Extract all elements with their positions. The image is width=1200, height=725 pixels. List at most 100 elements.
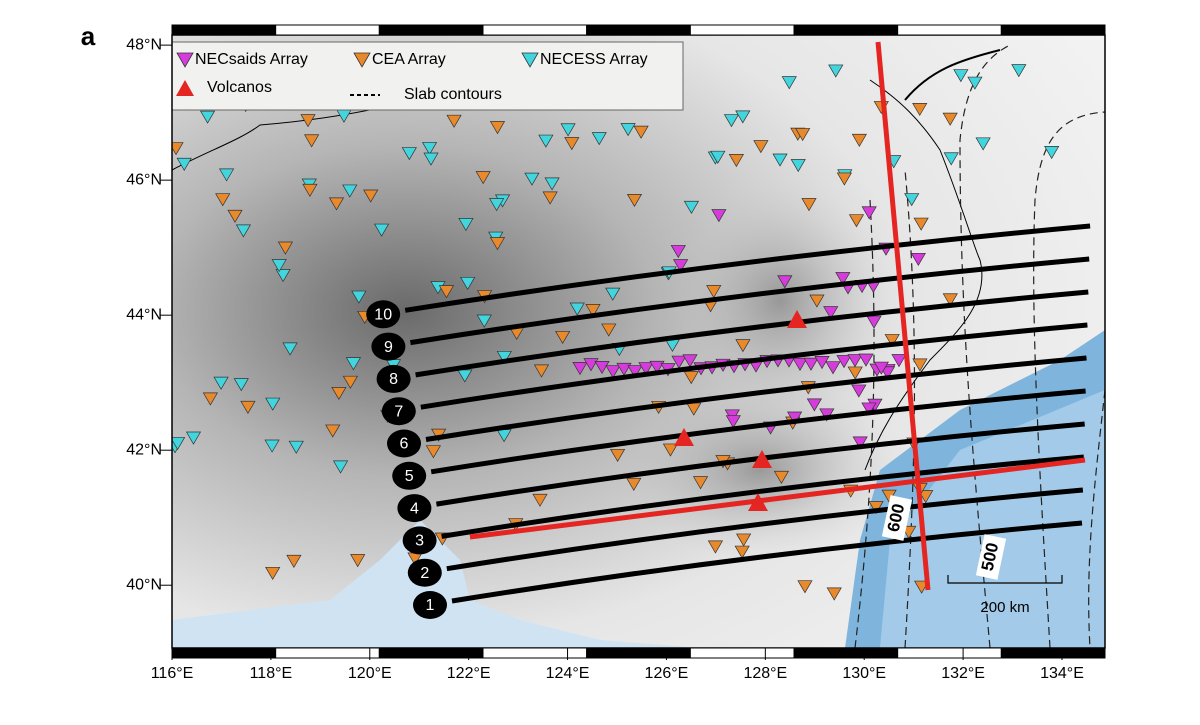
- station: [302, 183, 318, 197]
- station: [496, 350, 512, 365]
- station: [904, 193, 920, 207]
- station: [328, 197, 345, 211]
- station: [620, 123, 636, 137]
- station: [423, 152, 439, 166]
- station: [176, 157, 192, 171]
- station: [438, 285, 455, 299]
- station: [421, 142, 438, 156]
- contour-label-box: [881, 495, 913, 541]
- legend-marker: [521, 52, 539, 68]
- station: [460, 276, 476, 290]
- station: [884, 334, 900, 348]
- station: [912, 103, 928, 117]
- station: [560, 123, 576, 137]
- station: [213, 376, 229, 390]
- station: [304, 134, 320, 148]
- station: [633, 125, 649, 139]
- station: [351, 290, 367, 304]
- axes: 116°E 118°E 120°E 122°E 124°E 126°E 128°E 130°E…: [126, 24, 1106, 682]
- river: [904, 49, 1001, 101]
- station: [627, 365, 643, 379]
- station: [215, 193, 231, 207]
- station: [728, 154, 744, 168]
- station: [942, 293, 958, 307]
- station: [277, 241, 294, 255]
- station: [532, 493, 548, 507]
- profile-line: [404, 223, 1091, 313]
- station: [792, 357, 808, 371]
- station: [591, 132, 607, 146]
- frame-bar: [1000, 647, 1106, 659]
- profile-line: [436, 421, 1085, 507]
- station: [446, 114, 462, 128]
- station: [425, 445, 442, 459]
- station: [825, 361, 841, 375]
- station: [564, 137, 580, 151]
- y-tick-label: 44°N: [126, 306, 162, 323]
- x-tick-label: 120°E: [348, 665, 392, 682]
- station: [670, 245, 686, 259]
- station: [735, 339, 751, 353]
- profile-label: 6: [400, 436, 409, 453]
- station: [790, 159, 806, 173]
- station: [975, 137, 991, 151]
- scale-bar: [947, 575, 1063, 584]
- station: [264, 439, 280, 453]
- station: [711, 209, 727, 223]
- station: [345, 357, 362, 371]
- station: [626, 194, 643, 208]
- profile-label: 1: [426, 597, 435, 614]
- frame-bar: [897, 24, 1002, 36]
- profile-badge: [402, 526, 437, 555]
- station: [735, 110, 751, 124]
- station: [868, 501, 884, 515]
- station: [861, 206, 877, 220]
- volcanoes: [674, 310, 807, 511]
- legend-marker: [176, 52, 194, 68]
- profile-badge: [413, 591, 447, 619]
- station: [227, 209, 243, 223]
- frame-bar: [171, 647, 277, 659]
- station: [488, 198, 505, 212]
- red-profile: [469, 457, 1086, 540]
- station: [809, 294, 825, 308]
- station: [533, 364, 550, 378]
- station: [918, 490, 934, 504]
- station: [734, 545, 750, 559]
- station: [265, 566, 281, 580]
- station: [851, 384, 867, 398]
- station: [710, 150, 726, 164]
- station: [1011, 64, 1027, 78]
- frame-bar: [586, 24, 691, 36]
- station: [363, 189, 379, 203]
- y-tick-label: 48°N: [126, 36, 162, 53]
- frame-bar: [378, 24, 484, 36]
- station: [489, 237, 506, 251]
- station: [852, 436, 868, 450]
- profile-line: [415, 289, 1089, 378]
- station: [662, 443, 679, 457]
- station: [706, 285, 722, 299]
- y-tick-label: 40°N: [126, 576, 162, 593]
- station: [725, 415, 741, 429]
- profile-label: 7: [394, 403, 403, 420]
- station: [585, 304, 601, 318]
- frame-bar: [171, 24, 277, 36]
- station: [342, 375, 359, 389]
- profile-badge: [381, 397, 416, 426]
- profile-line: [420, 322, 1088, 410]
- x-tick-label: 132°E: [941, 665, 985, 682]
- legend-label: NECsaids Array: [195, 51, 308, 68]
- station: [866, 315, 882, 329]
- station: [609, 448, 626, 463]
- profile-label: 3: [415, 533, 424, 550]
- frame-bar: [897, 647, 1002, 659]
- station: [235, 224, 252, 238]
- station: [723, 114, 740, 128]
- profile-label: 9: [384, 339, 393, 356]
- frame-bar: [275, 24, 380, 36]
- legend: NECsaids Array CEA Array NECESS Array Vo…: [172, 41, 684, 111]
- profile-line: [430, 388, 1086, 475]
